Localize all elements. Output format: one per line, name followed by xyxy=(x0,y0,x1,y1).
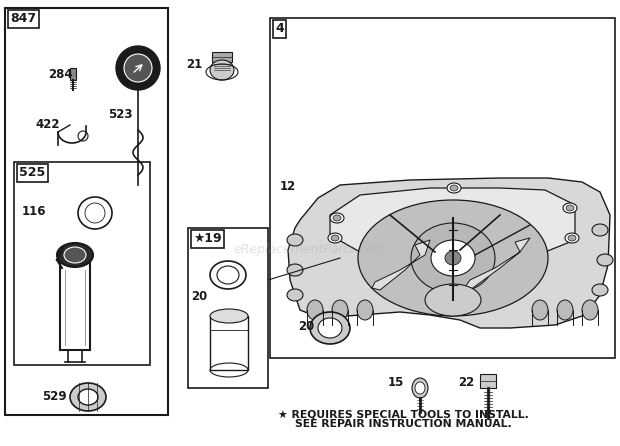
Ellipse shape xyxy=(568,235,576,241)
Text: 15: 15 xyxy=(388,376,404,389)
Bar xyxy=(212,52,232,62)
Ellipse shape xyxy=(563,203,577,213)
Text: 525: 525 xyxy=(19,166,45,179)
Bar xyxy=(188,228,268,388)
Text: 21: 21 xyxy=(186,58,202,71)
Ellipse shape xyxy=(451,247,459,253)
Text: 523: 523 xyxy=(108,108,133,121)
Ellipse shape xyxy=(411,223,495,293)
Text: 20: 20 xyxy=(191,290,207,303)
Ellipse shape xyxy=(450,185,458,191)
Ellipse shape xyxy=(597,254,613,266)
Ellipse shape xyxy=(78,389,98,405)
Ellipse shape xyxy=(582,300,598,320)
Text: 847: 847 xyxy=(10,12,36,25)
Ellipse shape xyxy=(328,233,342,243)
Ellipse shape xyxy=(412,378,428,398)
Bar xyxy=(210,316,248,370)
Ellipse shape xyxy=(57,243,93,267)
Polygon shape xyxy=(330,188,575,252)
Ellipse shape xyxy=(415,382,425,394)
Ellipse shape xyxy=(331,235,339,241)
Ellipse shape xyxy=(116,46,160,90)
Bar xyxy=(14,162,150,365)
Ellipse shape xyxy=(425,284,481,316)
Ellipse shape xyxy=(287,234,303,246)
Ellipse shape xyxy=(358,200,548,316)
Ellipse shape xyxy=(447,183,461,193)
Text: eReplacementParts.com: eReplacementParts.com xyxy=(234,243,386,256)
Text: 529: 529 xyxy=(42,390,66,403)
Polygon shape xyxy=(465,238,530,290)
Text: 22: 22 xyxy=(458,376,474,389)
Ellipse shape xyxy=(332,300,348,320)
Ellipse shape xyxy=(566,205,574,211)
Ellipse shape xyxy=(210,309,248,323)
Ellipse shape xyxy=(448,245,462,255)
Text: 284: 284 xyxy=(48,68,73,81)
Bar xyxy=(70,68,76,80)
Ellipse shape xyxy=(357,300,373,320)
Text: SEE REPAIR INSTRUCTION MANUAL.: SEE REPAIR INSTRUCTION MANUAL. xyxy=(294,419,512,429)
Ellipse shape xyxy=(557,300,573,320)
Ellipse shape xyxy=(318,318,342,338)
Ellipse shape xyxy=(330,213,344,223)
Ellipse shape xyxy=(210,60,234,80)
Ellipse shape xyxy=(287,289,303,301)
Ellipse shape xyxy=(592,224,608,236)
Text: ★ REQUIRES SPECIAL TOOLS TO INSTALL.: ★ REQUIRES SPECIAL TOOLS TO INSTALL. xyxy=(278,409,528,419)
Ellipse shape xyxy=(445,251,461,265)
Text: 20: 20 xyxy=(298,320,314,333)
Ellipse shape xyxy=(532,300,548,320)
Ellipse shape xyxy=(287,264,303,276)
Text: 422: 422 xyxy=(35,118,60,131)
Polygon shape xyxy=(372,240,430,290)
Text: 12: 12 xyxy=(280,180,296,193)
Ellipse shape xyxy=(310,312,350,344)
Ellipse shape xyxy=(64,247,86,263)
Ellipse shape xyxy=(70,383,106,411)
Ellipse shape xyxy=(124,54,152,82)
Ellipse shape xyxy=(307,300,323,320)
Ellipse shape xyxy=(592,284,608,296)
Bar xyxy=(480,374,496,388)
Text: 4: 4 xyxy=(275,22,284,35)
Ellipse shape xyxy=(333,215,341,221)
Text: 116: 116 xyxy=(22,205,46,218)
Ellipse shape xyxy=(431,240,475,276)
Ellipse shape xyxy=(565,233,579,243)
Bar xyxy=(270,18,615,358)
Text: ★19: ★19 xyxy=(193,232,221,245)
Bar xyxy=(5,8,168,415)
Polygon shape xyxy=(288,178,610,328)
